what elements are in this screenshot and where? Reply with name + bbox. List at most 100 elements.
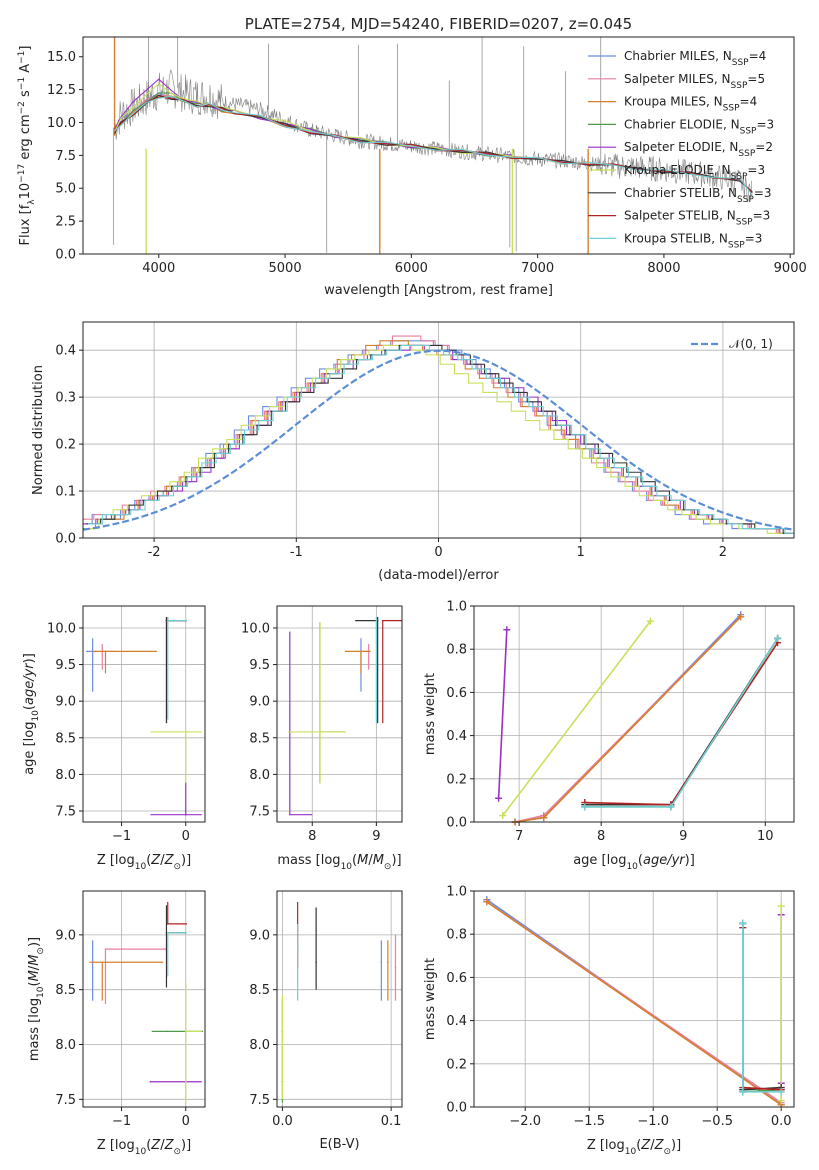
- axes-frame: [82, 321, 795, 539]
- x-axis-label: E(B-V): [319, 1137, 359, 1152]
- y-tick-label: 0.6: [446, 971, 467, 986]
- weight-line-6: [584, 637, 779, 806]
- errorbar-point: [184, 813, 187, 816]
- weight-line-8: [741, 923, 782, 1093]
- x-axis-label: Z [log10(Z/Z⊙)]: [587, 1138, 681, 1157]
- legend-label: 𝒩(0, 1): [729, 337, 773, 351]
- y-axis-label: age [log10(age/yr)]: [22, 653, 41, 775]
- weight-marker: [774, 634, 782, 642]
- y-tick-label: 8.5: [55, 731, 76, 746]
- weight-marker: [581, 803, 589, 811]
- weight-line-2: [514, 616, 742, 823]
- axes-frame: [276, 605, 403, 823]
- weight-marker: [777, 1088, 785, 1096]
- model-line-8: [114, 95, 753, 196]
- weight-marker: [540, 814, 548, 822]
- y-tick-label: 0.4: [446, 1014, 467, 1029]
- weight-marker: [667, 803, 675, 811]
- y-tick-label: 8.5: [249, 731, 270, 746]
- errorbar-point: [166, 923, 169, 925]
- x-tick-label: 2: [719, 545, 727, 560]
- weight-marker: [503, 626, 511, 634]
- data-spectrum-line: [114, 69, 752, 203]
- axes-frame: [82, 605, 206, 823]
- errorbar-point: [376, 619, 379, 622]
- legend-label: Chabrier MILES, NSSP=4: [624, 49, 766, 68]
- x-axis-label: (data-model)/error: [378, 568, 499, 583]
- y-tick-label: 7.5: [249, 805, 270, 820]
- x-tick-label: 7000: [521, 261, 554, 276]
- weight-line-7: [584, 642, 779, 806]
- weight-marker: [499, 812, 507, 820]
- spectrum-panel: 4000 5000 6000 7000 8000 9000 0.0 2.5 5.0 7.5 10.0…: [17, 15, 807, 298]
- x-axis-label: mass [log10(M/M⊙)]: [277, 853, 401, 872]
- y-tick-label: 9.0: [249, 695, 270, 710]
- errorbar-point: [375, 619, 378, 622]
- legend-label: Chabrier STELIB, NSSP=3: [624, 186, 772, 205]
- weight-line-3: [584, 637, 779, 808]
- histogram-step-4: [84, 344, 794, 534]
- errorbar-point: [149, 1080, 152, 1083]
- errorbar-point: [104, 948, 107, 950]
- spectrum-legend: Chabrier MILES, NSSP=4 Salpeter MILES, NS…: [588, 49, 774, 250]
- legend-label: Salpeter MILES, NSSP=5: [624, 72, 765, 91]
- x-tick-label: 6000: [395, 261, 428, 276]
- y-tick-label: 10.0: [47, 116, 76, 131]
- y-tick-label: 0.4: [55, 344, 76, 359]
- model-line-2: [114, 95, 589, 165]
- y-axis-label: mass weight: [423, 958, 438, 1040]
- x-axis-label: age [log10(age/yr)]: [573, 853, 695, 872]
- mass-vs-ebv-panel: 0.0 0.1 7.5 8.0 8.5 9.0 E(B-V): [249, 890, 403, 1152]
- errorbar-point: [165, 619, 168, 622]
- y-tick-label: 0.1: [55, 485, 76, 500]
- x-tick-label: 9: [679, 829, 687, 844]
- weight-marker: [495, 794, 503, 802]
- legend-label: Kroupa ELODIE, NSSP=3: [624, 163, 765, 182]
- residuals-panel: -2 -1 0 1 2 0.0 0.1 0.2 0.3 0.4 𝒩(0, 1) (data-model…: [31, 321, 795, 583]
- weight-marker: [739, 1088, 747, 1096]
- y-tick-label: 5.0: [55, 182, 76, 197]
- weight-line-6: [741, 923, 782, 1091]
- x-tick-label: 0: [434, 545, 442, 560]
- x-axis-label: wavelength [Angstrom, rest frame]: [324, 283, 553, 298]
- errorbar-point: [289, 813, 291, 816]
- histogram-step-5: [86, 344, 794, 534]
- y-tick-label: 2.5: [55, 215, 76, 230]
- errorbar-point: [360, 650, 362, 653]
- x-tick-label: −1: [112, 829, 131, 844]
- y-tick-label: 8.0: [55, 1038, 76, 1053]
- y-tick-label: 7.5: [55, 805, 76, 820]
- x-tick-label: 0.0: [272, 1114, 293, 1129]
- y-tick-label: 0.0: [55, 248, 76, 263]
- errorbar-point: [184, 731, 187, 733]
- y-axis-label: mass [log10(M/M⊙)]: [27, 937, 46, 1061]
- x-tick-label: 1: [577, 545, 585, 560]
- weight-line-3: [741, 923, 782, 1093]
- weight-marker: [777, 902, 785, 910]
- y-tick-label: 1.0: [446, 600, 467, 615]
- spectrum-plot-area: [112, 37, 753, 254]
- errorbar-point: [184, 1030, 187, 1033]
- legend-label: Kroupa STELIB, NSSP=3: [624, 231, 762, 250]
- mass-weight-vs-age-panel: 7 8 9 10 0.0 0.2 0.4 0.6 0.8 1.0 age [log10(age/yr…: [423, 600, 795, 872]
- x-tick-label: −1: [112, 1114, 131, 1129]
- errorbar-point: [296, 945, 299, 947]
- errorbar-point: [166, 619, 169, 622]
- model-line-1: [114, 94, 589, 165]
- x-tick-label: -2: [148, 545, 161, 560]
- weight-line-8: [584, 637, 779, 808]
- weight-line-0: [514, 614, 742, 823]
- errorbar-point: [104, 650, 107, 653]
- errorbar-point: [380, 961, 383, 964]
- axes-frame: [473, 890, 795, 1108]
- y-tick-label: 8.0: [55, 768, 76, 783]
- y-tick-label: 0.4: [446, 729, 467, 744]
- x-tick-label: −1.0: [637, 1114, 669, 1129]
- y-tick-label: 9.0: [55, 928, 76, 943]
- legend-label: Salpeter STELIB, NSSP=3: [624, 209, 770, 228]
- errorbar-point: [387, 961, 389, 964]
- y-tick-label: 12.5: [47, 83, 76, 98]
- axes-frame: [82, 36, 795, 255]
- weight-marker: [777, 1097, 785, 1105]
- x-tick-label: 0: [182, 829, 190, 844]
